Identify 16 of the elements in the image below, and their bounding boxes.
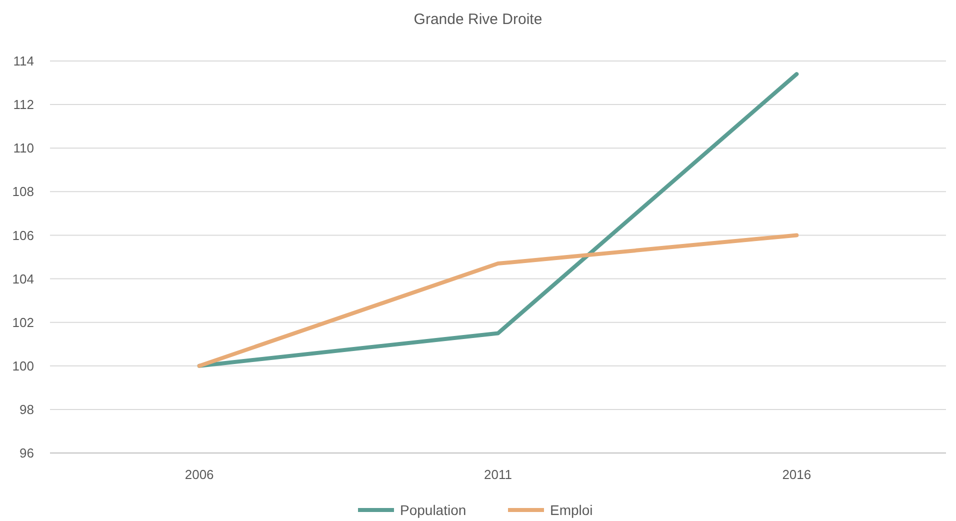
y-tick-label: 104 — [12, 271, 34, 286]
y-tick-label: 100 — [12, 358, 34, 374]
y-tick-label: 110 — [13, 140, 34, 156]
legend-label: Population — [400, 502, 466, 518]
y-tick-label: 98 — [20, 402, 34, 417]
x-tick-label: 2006 — [184, 467, 214, 482]
y-tick-label: 102 — [12, 314, 34, 330]
legend-label: Emploi — [550, 502, 593, 518]
y-tick-label: 114 — [13, 54, 34, 69]
y-tick-label: 106 — [12, 228, 34, 243]
y-tick-label: 112 — [13, 97, 34, 112]
y-tick-label: 108 — [12, 184, 34, 200]
x-tick-label: 2011 — [484, 467, 512, 482]
y-tick-label: 96 — [20, 446, 34, 461]
x-tick-label: 2016 — [782, 467, 812, 482]
chart-title: Grande Rive Droite — [414, 11, 542, 28]
